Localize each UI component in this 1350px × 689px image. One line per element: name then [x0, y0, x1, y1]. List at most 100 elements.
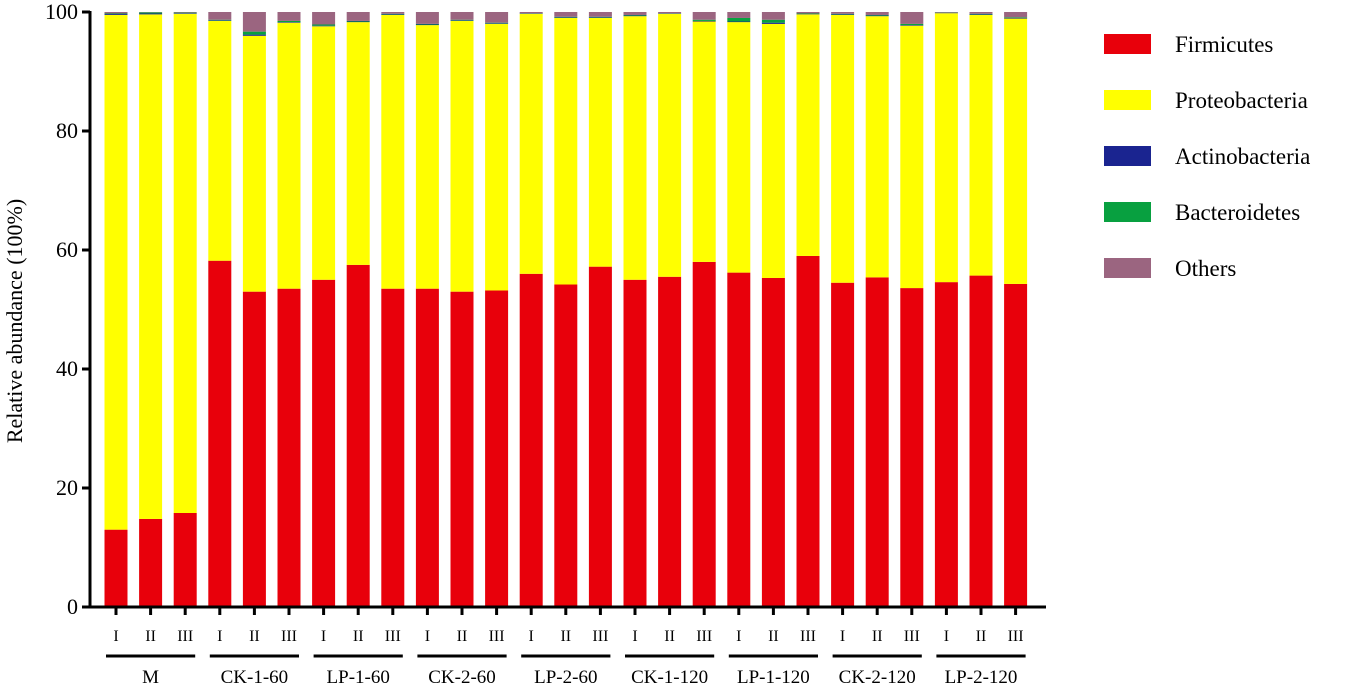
legend: Firmicutes Proteobacteria Actinobacteria Ba…	[1104, 32, 1310, 281]
replicate-label: II	[976, 628, 987, 645]
replicate-label: I	[321, 628, 326, 645]
replicate-label: III	[904, 628, 920, 645]
bar-segment-firmicutes	[969, 275, 993, 607]
bar-segment-actinobacteria	[104, 14, 128, 15]
bar-segment-others	[969, 12, 993, 14]
bar-segment-firmicutes	[623, 279, 647, 607]
bar-segment-bacteroidetes	[381, 13, 405, 15]
legend-label-actinobacteria: Actinobacteria	[1175, 144, 1310, 169]
group-label: CK-2-120	[839, 667, 916, 688]
y-tick-label: 100	[45, 0, 78, 24]
bar-segment-bacteroidetes	[831, 13, 855, 15]
bar-segment-others	[277, 12, 301, 21]
bar-segment-actinobacteria	[208, 20, 232, 21]
bar-segment-others	[1004, 12, 1028, 18]
bar-segment-bacteroidetes	[623, 14, 647, 16]
replicate-label: I	[217, 628, 222, 645]
bar-segment-firmicutes	[727, 272, 751, 607]
bar-segment-actinobacteria	[623, 15, 647, 17]
bar-segment-proteobacteria	[139, 14, 163, 519]
replicate-label: I	[632, 628, 637, 645]
bar-segment-proteobacteria	[934, 13, 958, 283]
legend-label-others: Others	[1175, 256, 1236, 281]
replicate-label: II	[249, 628, 260, 645]
bar-segment-firmicutes	[761, 277, 785, 607]
legend-swatch-others	[1104, 258, 1151, 278]
bar-segment-bacteroidetes	[415, 23, 439, 25]
bar-segment-firmicutes	[381, 288, 405, 607]
bar-segment-firmicutes	[658, 276, 682, 607]
bar-segment-bacteroidetes	[208, 19, 232, 21]
bar-segment-bacteroidetes	[727, 17, 751, 22]
bar-segment-proteobacteria	[658, 13, 682, 277]
legend-swatch-proteobacteria	[1104, 90, 1151, 110]
legend-label-firmicutes: Firmicutes	[1175, 32, 1273, 57]
bar-segment-bacteroidetes	[1004, 17, 1028, 18]
group-label: LP-2-120	[945, 667, 1018, 688]
bar-segment-firmicutes	[796, 255, 820, 607]
bar-segment-bacteroidetes	[277, 20, 301, 23]
bar-segment-others	[312, 12, 336, 25]
bar-segment-others	[831, 12, 855, 14]
bar-segment-proteobacteria	[588, 17, 612, 267]
legend-swatch-bacteroidetes	[1104, 202, 1151, 222]
bar-segment-actinobacteria	[588, 17, 612, 18]
replicate-label: II	[145, 628, 156, 645]
bar-segment-proteobacteria	[208, 20, 232, 261]
bar-segment-actinobacteria	[554, 17, 578, 18]
legend-label-proteobacteria: Proteobacteria	[1175, 88, 1308, 113]
bar-segment-firmicutes	[831, 282, 855, 607]
y-tick-label: 20	[56, 475, 78, 500]
y-tick-label: 0	[67, 594, 78, 619]
bar-segment-firmicutes	[588, 266, 612, 607]
bar-segment-proteobacteria	[623, 16, 647, 280]
y-tick-label: 40	[56, 356, 78, 381]
bar-segment-firmicutes	[208, 260, 232, 607]
replicate-label: III	[696, 628, 712, 645]
bar-segment-others	[173, 12, 197, 13]
bar-segment-others	[346, 12, 370, 21]
bar-segment-others	[588, 12, 612, 17]
y-tick-label: 60	[56, 237, 78, 262]
replicate-label: I	[736, 628, 741, 645]
group-label: CK-1-120	[631, 667, 708, 688]
bar-segment-bacteroidetes	[104, 13, 128, 15]
bar-segment-firmicutes	[242, 291, 266, 607]
bar-segment-actinobacteria	[831, 14, 855, 15]
bar-segment-proteobacteria	[450, 20, 474, 292]
bar-segment-firmicutes	[346, 264, 370, 607]
replicate-label: II	[560, 628, 571, 645]
group-label: CK-1-60	[221, 667, 289, 688]
legend-swatch-firmicutes	[1104, 34, 1151, 54]
bar-segment-bacteroidetes	[692, 19, 716, 21]
bar-segment-bacteroidetes	[761, 19, 785, 23]
bar-segment-proteobacteria	[415, 25, 439, 289]
replicate-label: II	[872, 628, 883, 645]
bar-segment-others	[450, 12, 474, 20]
bar-segment-bacteroidetes	[588, 16, 612, 18]
bar-segment-actinobacteria	[1004, 17, 1028, 19]
bar-segment-actinobacteria	[727, 21, 751, 23]
bar-segment-bacteroidetes	[554, 16, 578, 18]
bar-segment-others	[900, 12, 924, 24]
bar-segment-actinobacteria	[139, 13, 163, 15]
bar-segment-proteobacteria	[796, 14, 820, 256]
bar-segment-actinobacteria	[865, 15, 889, 17]
bar-segment-proteobacteria	[900, 25, 924, 289]
bar-segment-bacteroidetes	[969, 13, 993, 15]
bar-segment-others	[242, 12, 266, 32]
bar-segment-others	[692, 12, 716, 20]
bar-segment-proteobacteria	[761, 23, 785, 278]
group-labels: M CK-1-60 LP-1-60 CK-2-60 LP-2-60 CK-1-120 LP-…	[106, 654, 1026, 688]
bar-segment-firmicutes	[277, 288, 301, 607]
bar-segment-bacteroidetes	[450, 19, 474, 21]
bar-segment-others	[208, 12, 232, 20]
bar-segment-proteobacteria	[346, 22, 370, 265]
bar-segment-proteobacteria	[865, 16, 889, 278]
bar-segment-bacteroidetes	[796, 13, 820, 15]
replicate-label: I	[425, 628, 430, 645]
y-axis-title: Relative abundance (100%)	[2, 199, 27, 443]
bar-segment-proteobacteria	[277, 22, 301, 289]
replicate-label: I	[840, 628, 845, 645]
